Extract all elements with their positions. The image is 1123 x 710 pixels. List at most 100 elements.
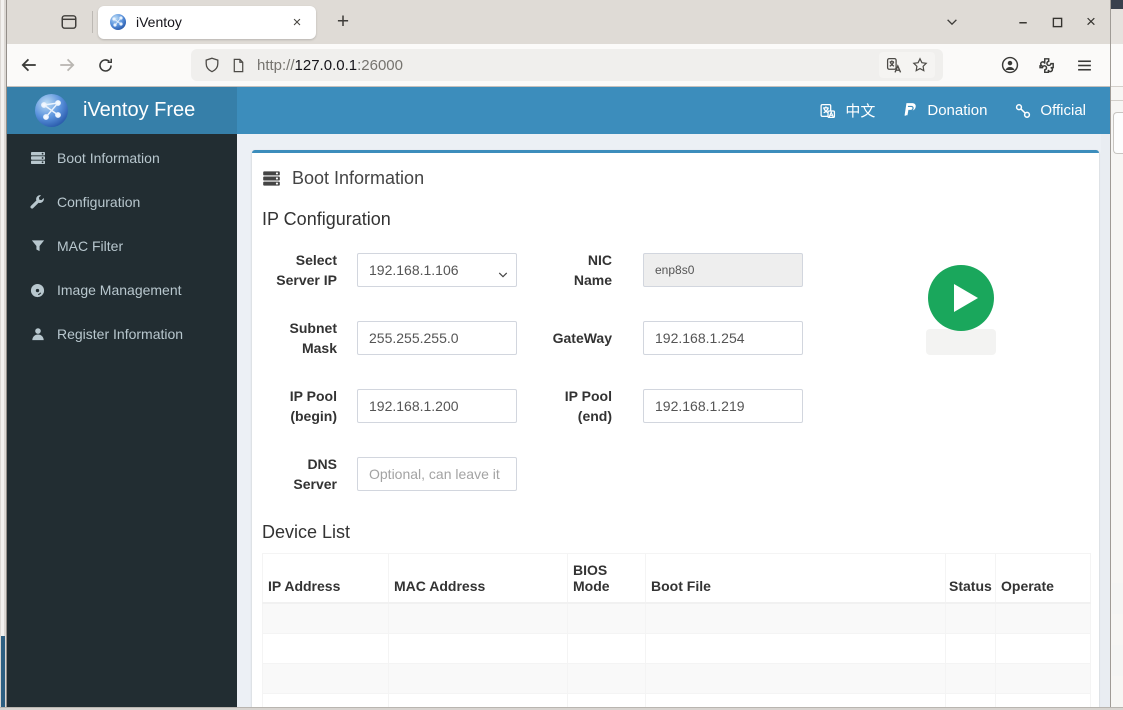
window-maximize-button[interactable] [1044, 9, 1070, 35]
subnet-mask-label: Subnet Mask [289, 320, 337, 356]
start-play-button[interactable] [928, 265, 994, 331]
device-table-empty-row [262, 692, 1091, 707]
sidebar-item-configuration[interactable]: Configuration [7, 180, 237, 224]
ip-pool-begin-field[interactable] [357, 389, 517, 423]
nav-language[interactable]: 中文 [805, 87, 889, 134]
iventoy-logo-globe-icon [35, 94, 68, 127]
background-window-blue-sliver [1, 636, 5, 707]
device-table-empty-cell [995, 662, 1091, 694]
gateway-label: GateWay [552, 330, 612, 346]
panel-header: Boot Information [252, 153, 1099, 197]
window-border-left [6, 0, 7, 710]
ip-configuration-heading: IP Configuration [262, 209, 391, 229]
sidebar-item-mac-filter[interactable]: MAC Filter [7, 224, 237, 268]
tab-close-icon[interactable]: × [292, 13, 302, 31]
device-table-empty-cell [995, 632, 1091, 664]
background-window-edge-left [0, 0, 7, 710]
server-ip-select[interactable]: 192.168.1.106 [357, 253, 517, 287]
start-service-area [918, 265, 998, 361]
paypal-icon [903, 102, 918, 119]
tab-title: iVentoy [136, 14, 182, 30]
translate-icon[interactable] [881, 52, 907, 78]
device-table-empty-cell [262, 602, 389, 634]
ip-pool-end-field[interactable] [643, 389, 803, 423]
device-table-body [262, 602, 1091, 707]
user-icon [29, 327, 46, 341]
bookmark-star-icon[interactable] [907, 52, 933, 78]
device-table-empty-cell [995, 692, 1091, 707]
filter-icon [29, 239, 46, 253]
col-status: Status [945, 553, 996, 604]
tab-separator [92, 11, 93, 33]
extensions-puzzle-icon[interactable] [1031, 49, 1063, 81]
back-icon[interactable] [13, 49, 45, 81]
server-icon [29, 150, 46, 166]
device-table-empty-cell [945, 602, 996, 634]
page-viewport: iVentoy Free 中文 Donation [7, 87, 1110, 707]
col-operate: Operate [995, 553, 1091, 604]
browser-window: iVentoy × + – × [7, 0, 1110, 707]
menu-hamburger-icon[interactable] [1068, 49, 1100, 81]
sidebar-item-label: Register Information [57, 326, 184, 342]
page-info-icon[interactable] [225, 52, 251, 78]
main-content: Boot Information IP Configuration Select… [237, 134, 1110, 707]
shield-icon[interactable] [199, 52, 225, 78]
url-text[interactable]: http://127.0.0.1:26000 [257, 56, 403, 74]
window-minimize-button[interactable]: – [1018, 13, 1028, 31]
background-window-titlebar [1111, 0, 1123, 9]
gateway-field[interactable] [643, 321, 803, 355]
list-all-tabs-chevron-icon[interactable] [938, 8, 966, 36]
nav-donation[interactable]: Donation [889, 87, 1001, 134]
col-mac-address: MAC Address [388, 553, 568, 604]
device-table-empty-cell [262, 692, 389, 707]
nav-donation-label: Donation [927, 102, 988, 119]
reload-icon[interactable] [89, 49, 121, 81]
browser-toolbar: http://127.0.0.1:26000 [7, 44, 1110, 87]
device-table-empty-cell [567, 602, 646, 634]
background-window-stripe [1112, 645, 1123, 676]
nav-language-label: 中文 [845, 103, 876, 120]
ip-pool-end-label: IP Pool (end) [564, 388, 612, 424]
browser-tab-strip: iVentoy × + – × [7, 0, 1110, 44]
nav-official-label: Official [1040, 102, 1086, 119]
device-table-empty-row [262, 662, 1091, 694]
forward-icon[interactable] [51, 49, 83, 81]
device-list-heading: Device List [262, 522, 351, 542]
page-scrollbar[interactable] [1101, 134, 1110, 707]
account-icon[interactable] [994, 49, 1026, 81]
navbar: 中文 Donation Official [237, 87, 1110, 134]
url-bar[interactable]: http://127.0.0.1:26000 [191, 49, 943, 81]
subnet-mask-field[interactable] [357, 321, 517, 355]
select-server-ip-label: Select Server IP [276, 252, 337, 288]
sidebar-item-image-management[interactable]: Image Management [7, 268, 237, 312]
device-table-empty-cell [645, 632, 946, 664]
sidebar-item-label: MAC Filter [57, 238, 124, 254]
device-table-empty-cell [262, 632, 389, 664]
sidebar: Boot Information Configuration MAC Filte… [7, 134, 237, 707]
boot-information-panel: Boot Information IP Configuration Select… [252, 150, 1099, 707]
background-window-box [1113, 112, 1123, 154]
device-table-empty-cell [388, 692, 568, 707]
sidebar-item-label: Boot Information [57, 150, 160, 166]
new-tab-button[interactable]: + [336, 10, 350, 33]
brand-title: iVentoy Free [83, 99, 196, 121]
app-header: iVentoy Free 中文 Donation [7, 87, 1110, 134]
browser-tab[interactable]: iVentoy × [98, 5, 316, 39]
dns-server-field[interactable] [357, 457, 517, 491]
device-table-empty-cell [567, 632, 646, 664]
server-icon [262, 169, 281, 188]
dns-server-label: DNS Server [293, 456, 337, 492]
nav-official[interactable]: Official [1001, 87, 1100, 134]
device-table-empty-cell [567, 692, 646, 707]
sidebar-item-boot-information[interactable]: Boot Information [7, 136, 237, 180]
device-table-empty-cell [388, 632, 568, 664]
background-window-edge-right [1110, 0, 1123, 710]
brand[interactable]: iVentoy Free [7, 87, 237, 134]
firefox-view-icon[interactable] [54, 7, 84, 37]
sidebar-item-register-information[interactable]: Register Information [7, 312, 237, 356]
wrench-icon [29, 194, 46, 210]
device-table-empty-cell [262, 662, 389, 694]
window-close-button[interactable]: × [1086, 12, 1096, 31]
col-boot-file: Boot File [645, 553, 946, 604]
